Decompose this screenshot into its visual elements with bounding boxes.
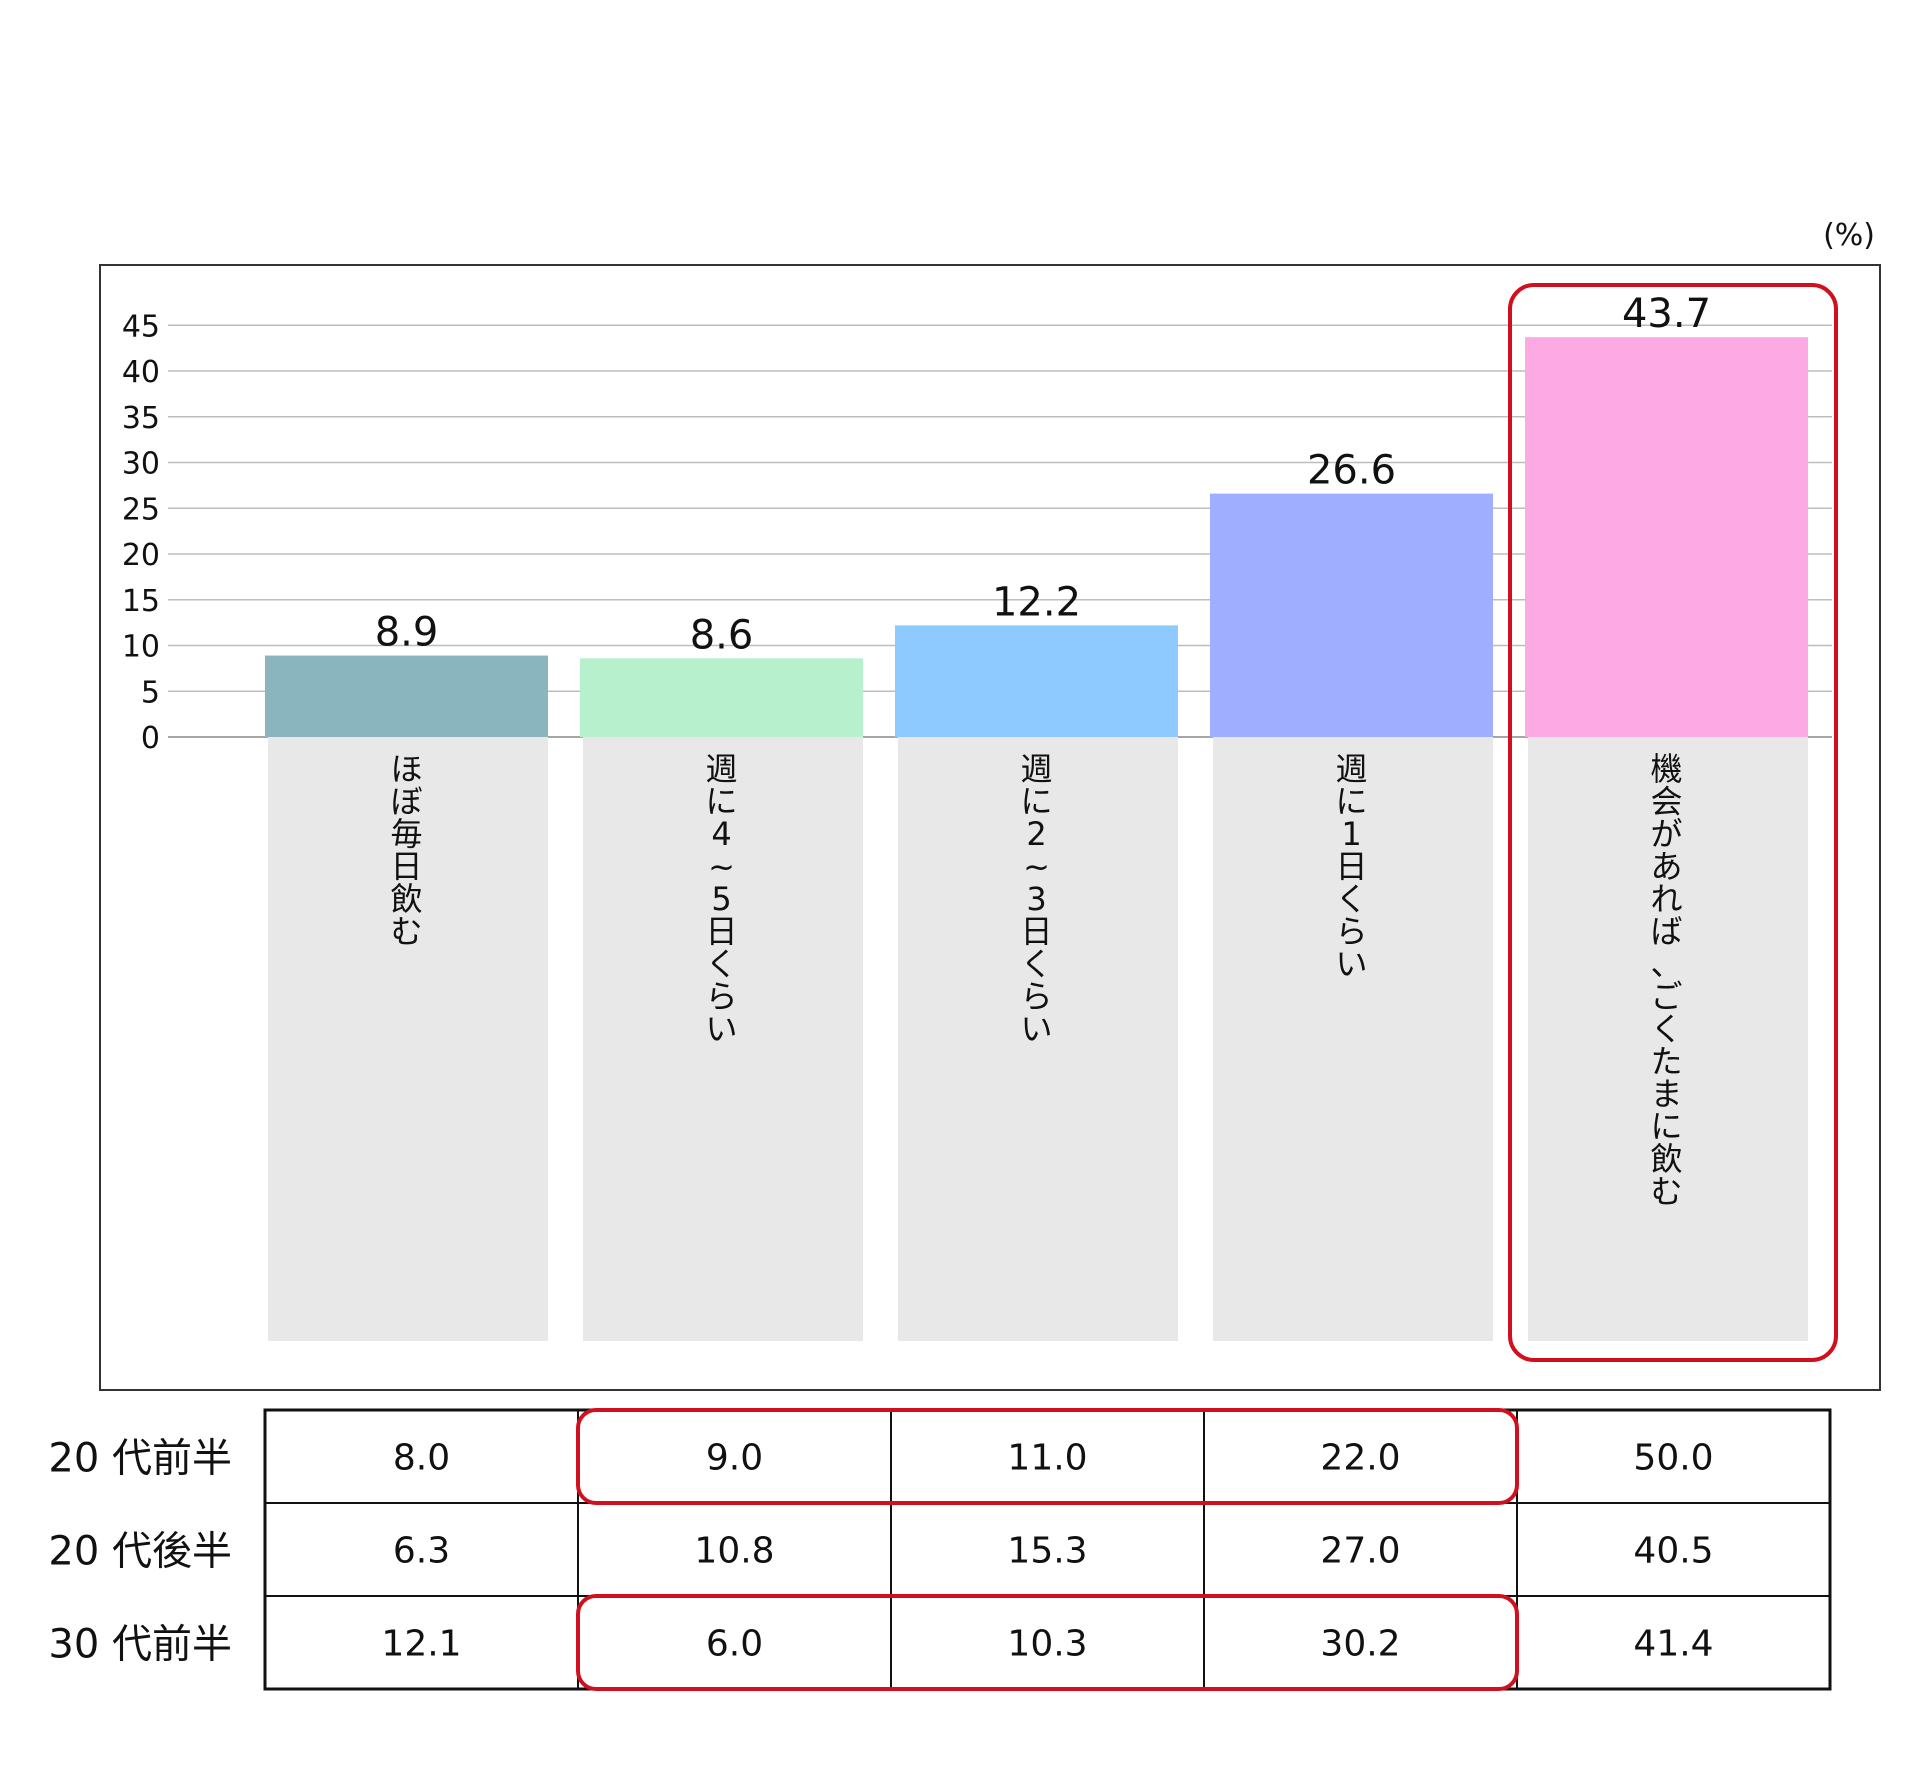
table-cell: 30.2 xyxy=(1320,1624,1400,1665)
unit-label: (%) xyxy=(1823,218,1875,253)
y-tick-label: 10 xyxy=(122,630,160,665)
table-cell: 10.3 xyxy=(1007,1624,1087,1665)
table-cell: 10.8 xyxy=(694,1531,774,1572)
category-label-panel xyxy=(1528,737,1808,1341)
bar-4 xyxy=(1210,493,1493,737)
table-cell: 27.0 xyxy=(1320,1531,1400,1572)
y-tick-label: 25 xyxy=(122,492,160,527)
y-tick-label: 40 xyxy=(122,355,160,390)
value-label: 8.6 xyxy=(690,612,754,658)
bar-5 xyxy=(1525,337,1808,737)
y-tick-label: 0 xyxy=(141,721,160,756)
category-label: 週に 4 ~5 日くらい xyxy=(705,750,737,1048)
category-label-panel xyxy=(583,737,863,1341)
table-cell: 12.1 xyxy=(381,1624,461,1665)
table-row-label: 30 代前半 xyxy=(48,1622,232,1668)
category-label-panel xyxy=(898,737,1178,1341)
value-label: 43.7 xyxy=(1622,291,1711,337)
table-row-label: 20 代前半 xyxy=(48,1436,232,1482)
highlight-layer xyxy=(576,283,1838,1691)
category-label-panel xyxy=(268,737,548,1341)
category-label: ほぼ毎日飲む xyxy=(390,750,422,951)
data-table: 20 代前半 8.0 9.0 11.0 22.0 50.0 20 代後半 6.3 10.8 15.… xyxy=(48,1408,1832,1691)
table-cell: 11.0 xyxy=(1007,1438,1087,1479)
bar-layer xyxy=(265,337,1808,737)
y-tick-label: 20 xyxy=(122,538,160,573)
highlight-box-chart xyxy=(1508,283,1838,1362)
table-row-label: 20 代後半 xyxy=(48,1529,232,1575)
category-label: 機会があれば、ごくたまに飲む xyxy=(1650,750,1682,1211)
bar-2 xyxy=(580,658,863,737)
table-cell: 6.0 xyxy=(706,1624,763,1665)
plot-frame xyxy=(99,264,1881,1391)
category-label-panel xyxy=(1213,737,1493,1341)
table-cell: 8.0 xyxy=(393,1438,450,1479)
table-cell: 22.0 xyxy=(1320,1438,1400,1479)
category-label: 週に 1 日くらい xyxy=(1335,750,1367,983)
y-tick-label: 15 xyxy=(122,584,160,619)
y-tick-label: 45 xyxy=(122,309,160,344)
y-tick-label: 35 xyxy=(122,401,160,436)
bar-3 xyxy=(895,625,1178,737)
table-cell: 6.3 xyxy=(393,1531,450,1572)
bar-1 xyxy=(265,655,548,737)
table-cell: 41.4 xyxy=(1633,1624,1713,1665)
value-label: 12.2 xyxy=(992,579,1081,625)
category-background-layer xyxy=(268,737,1808,1341)
category-label: 週に 2 ~3 日くらい xyxy=(1020,750,1052,1048)
table-cell: 15.3 xyxy=(1007,1531,1087,1572)
table-cell: 9.0 xyxy=(706,1438,763,1479)
value-label: 8.9 xyxy=(375,610,439,656)
y-tick-label: 30 xyxy=(122,447,160,482)
highlight-box-table-row xyxy=(576,1408,1519,1505)
highlight-box-table-row xyxy=(576,1594,1519,1691)
table-cell: 40.5 xyxy=(1633,1531,1713,1572)
value-label: 26.6 xyxy=(1307,448,1396,494)
y-tick-label: 5 xyxy=(141,675,160,710)
table-cell: 50.0 xyxy=(1633,1438,1713,1479)
label-layer: 0 5 10 15 20 25 30 35 40 45 8.9 ほぼ毎日飲む 8.6 週に 4 ~5 日くらい 1… xyxy=(122,291,1711,1210)
